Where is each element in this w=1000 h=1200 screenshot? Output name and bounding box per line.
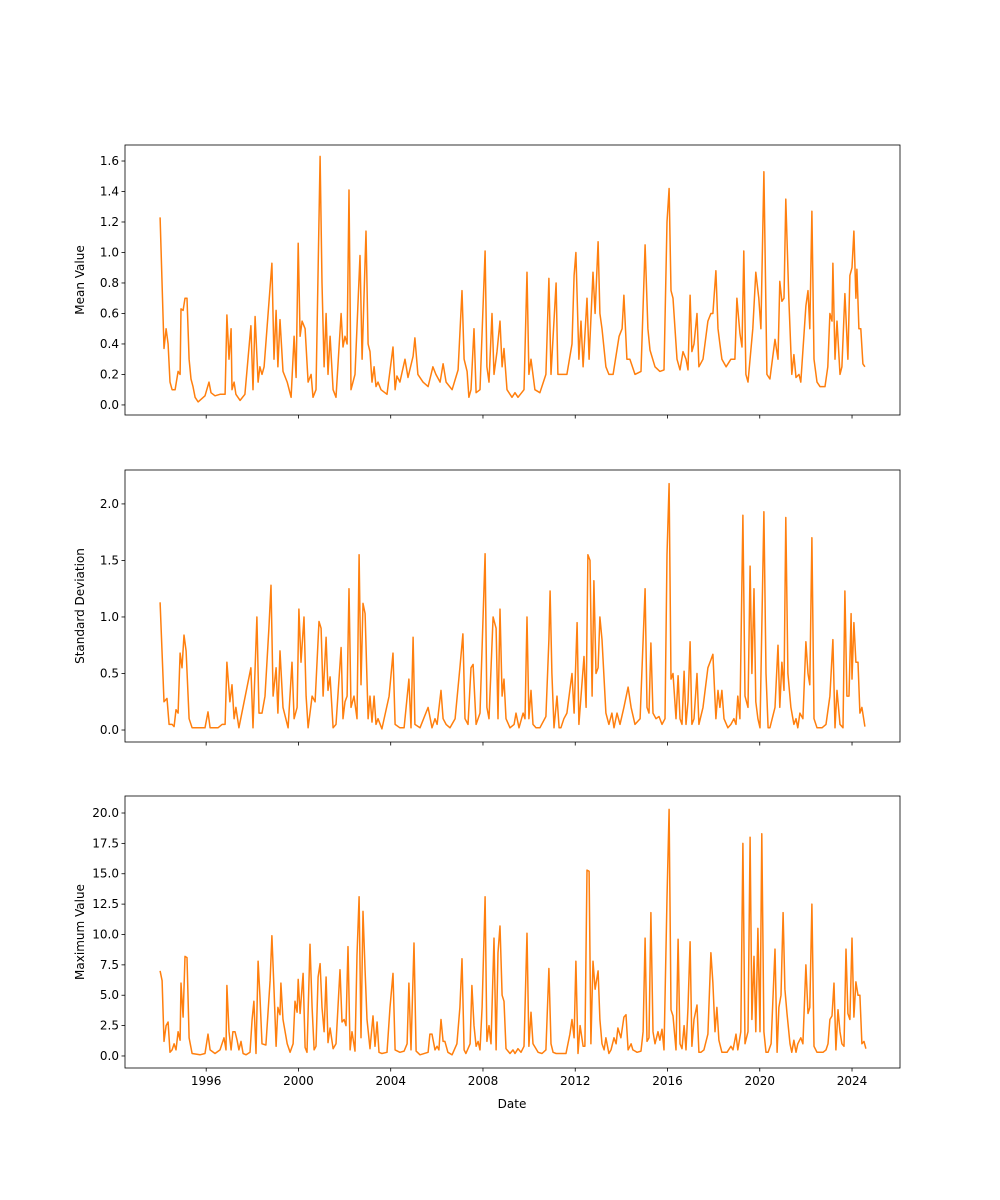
y-tick-label: 0.4 (100, 337, 119, 351)
x-tick-label: 1996 (191, 1074, 222, 1088)
y-tick-label: 17.5 (92, 836, 119, 850)
series-line (159, 482, 866, 730)
y-tick-label: 1.2 (100, 215, 119, 229)
y-tick-label: 7.5 (100, 958, 119, 972)
y-tick-label: 2.5 (100, 1019, 119, 1033)
series-line (159, 808, 867, 1056)
y-axis-label: Standard Deviation (73, 548, 87, 664)
y-tick-label: 1.4 (100, 184, 119, 198)
y-tick-label: 1.6 (100, 154, 119, 168)
axes-frame (124, 469, 901, 743)
y-tick-label: 0.8 (100, 276, 119, 290)
axes-frame (124, 144, 901, 416)
x-tick-label: 2008 (468, 1074, 499, 1088)
subplot-max: 0.0 2.5 5.0 7.5 10.0 12.5 15.0 17.5 20.0 1996 2000… (73, 795, 901, 1088)
x-tick-label: 2024 (837, 1074, 868, 1088)
y-tick-label: 1.0 (100, 610, 119, 624)
series-line (159, 155, 866, 403)
y-tick-label: 0.2 (100, 367, 119, 381)
y-tick-label: 2.0 (100, 497, 119, 511)
y-tick-label: 0.0 (100, 398, 119, 412)
x-tick-label: 2012 (560, 1074, 591, 1088)
y-tick-label: 15.0 (92, 867, 119, 881)
y-tick-label: 20.0 (92, 806, 119, 820)
subplot-mean: 0.0 0.2 0.4 0.6 0.8 1.0 1.2 1.4 1.6 Mean Value (73, 144, 901, 419)
axes-frame (124, 795, 901, 1069)
y-tick-label: 1.0 (100, 245, 119, 259)
y-axis-label: Maximum Value (73, 884, 87, 980)
x-tick-label: 2016 (652, 1074, 683, 1088)
y-tick-label: 0.0 (100, 723, 119, 737)
y-tick-label: 0.0 (100, 1049, 119, 1063)
y-tick-label: 1.5 (100, 553, 119, 567)
subplot-std: 0.0 0.5 1.0 1.5 2.0 Standard Deviation (73, 469, 901, 746)
y-tick-label: 12.5 (92, 897, 119, 911)
x-axis-label: Date (498, 1097, 527, 1111)
y-tick-label: 5.0 (100, 988, 119, 1002)
x-tick-label: 2000 (283, 1074, 314, 1088)
x-tick-label: 2004 (375, 1074, 406, 1088)
y-tick-label: 0.5 (100, 666, 119, 680)
y-axis-label: Mean Value (73, 245, 87, 314)
y-tick-label: 10.0 (92, 927, 119, 941)
x-tick-label: 2020 (744, 1074, 775, 1088)
y-tick-label: 0.6 (100, 306, 119, 320)
